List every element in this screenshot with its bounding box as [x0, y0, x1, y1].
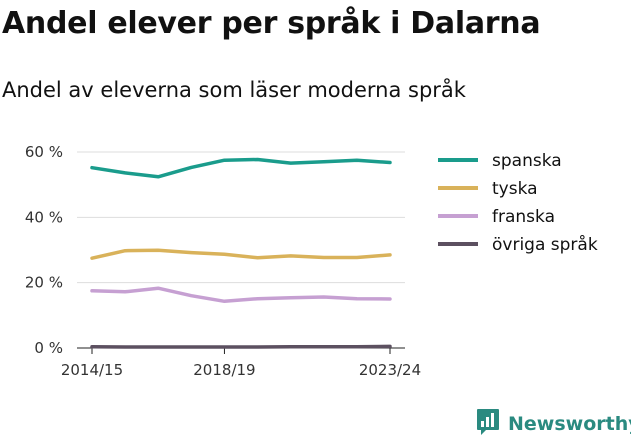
brand-name: Newsworthy: [508, 413, 631, 435]
legend-label: tyska: [492, 179, 538, 199]
series-line: [90, 157, 392, 179]
legend-label: franska: [492, 207, 555, 227]
x-tick-label: 2018/19: [193, 361, 255, 379]
brand-logo: Newsworthy: [476, 408, 631, 440]
legend: spanska tyska franska övriga språk: [438, 151, 598, 255]
y-tick-label: 40 %: [25, 208, 63, 226]
chart-title: Andel elever per språk i Dalarna: [2, 6, 541, 41]
x-tick-label: 2023/24: [359, 361, 421, 379]
legend-label: spanska: [492, 151, 562, 171]
chart-subtitle: Andel av eleverna som läser moderna språ…: [2, 78, 466, 102]
y-tick-label: 0 %: [34, 339, 63, 357]
y-tick-label: 20 %: [25, 274, 63, 292]
line-chart: 0 % 20 % 40 % 60 % 2014/15 2018/19 2023/24 sp…: [25, 143, 598, 379]
bar-chart-icon: [476, 408, 500, 440]
series-line: [90, 248, 392, 260]
series-line: [90, 286, 392, 304]
y-axis-tick-labels: 0 % 20 % 40 % 60 %: [25, 143, 63, 357]
x-axis: 2014/15 2018/19 2023/24: [61, 348, 421, 379]
series-line: [90, 344, 392, 349]
series-lines: [90, 157, 392, 349]
legend-label: övriga språk: [492, 234, 598, 255]
y-tick-label: 60 %: [25, 143, 63, 161]
x-tick-label: 2014/15: [61, 361, 123, 379]
